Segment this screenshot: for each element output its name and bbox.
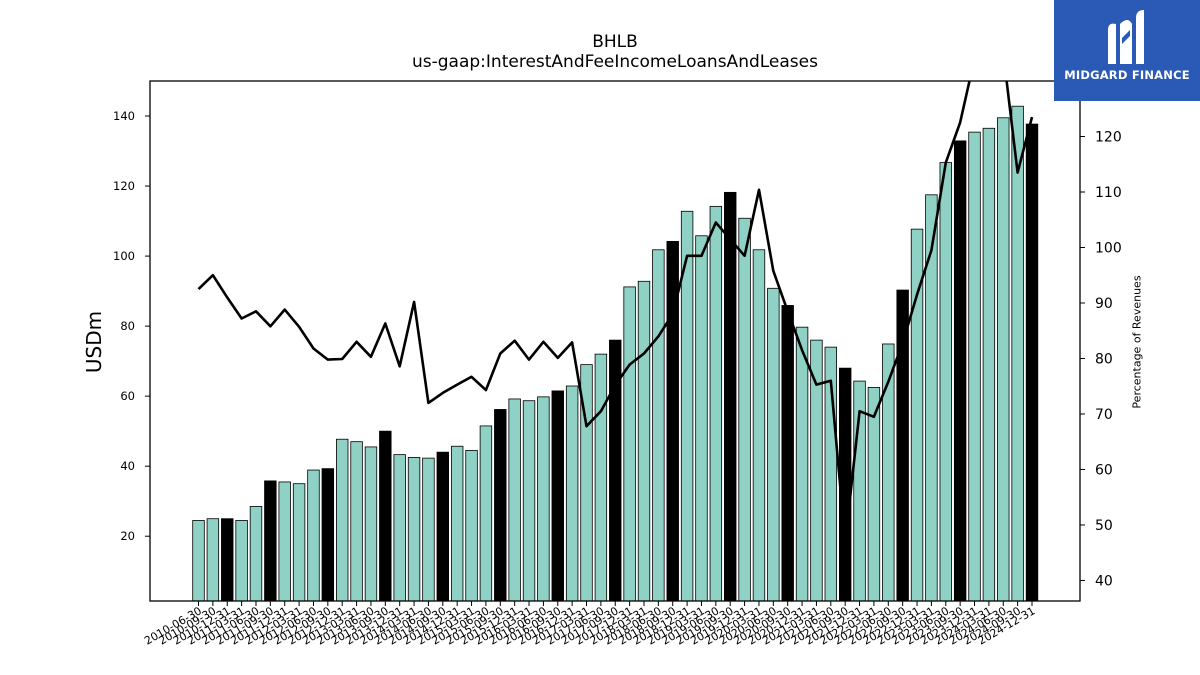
- bar-2012-09-30: [321, 468, 335, 601]
- bar-2013-03-31: [350, 441, 363, 601]
- y-tick-label: 60: [120, 389, 135, 403]
- bar-2016-09-30: [551, 390, 564, 601]
- y-tick-label: 100: [113, 249, 135, 263]
- bar-2012-06-30: [307, 469, 320, 601]
- bar-2013-12-31: [393, 454, 406, 601]
- y2-tick-label: 110: [1095, 185, 1122, 201]
- bar-2016-03-31: [522, 400, 536, 601]
- y-tick-label: 80: [120, 319, 135, 333]
- bar-2014-12-31: [450, 445, 464, 601]
- bar-2013-09-30: [379, 430, 392, 601]
- bar-2021-03-31: [810, 339, 823, 601]
- y-axis-right: 40 50 60 70 80 90 100 110 120: [1080, 129, 1122, 589]
- bar-2024-12-31: [1025, 123, 1039, 601]
- bar-2023-06-30: [939, 162, 952, 601]
- y-tick-label: 140: [113, 109, 135, 123]
- bar-2023-09-30: [953, 140, 967, 601]
- bar-2014-03-31: [407, 457, 421, 601]
- bar-2017-12-31: [623, 286, 636, 601]
- bar-2017-09-30: [609, 339, 622, 601]
- y2-tick-label: 100: [1095, 240, 1122, 256]
- y2-tick-label: 40: [1095, 573, 1113, 589]
- bar-2020-06-30: [767, 287, 780, 601]
- bar-2011-12-31: [278, 481, 291, 601]
- y2-tick-label: 90: [1095, 296, 1113, 312]
- y2-tick-label: 70: [1095, 407, 1113, 423]
- y-axis-left: 20 40 60 80 100 120 140: [113, 109, 150, 543]
- bar-2016-06-30: [537, 396, 550, 601]
- bar-2019-09-30: [724, 191, 737, 601]
- bar-2021-06-30: [824, 346, 838, 601]
- y-tick-label: 20: [120, 529, 135, 543]
- logo-mark-icon: [1108, 10, 1144, 65]
- y-axis-label: USDm: [82, 310, 106, 374]
- bar-2011-06-30: [249, 506, 263, 601]
- bar-2018-03-31: [637, 280, 651, 601]
- bar-2017-06-30: [594, 353, 608, 601]
- bar-2022-06-30: [882, 343, 895, 601]
- bar-2024-03-31: [982, 127, 996, 601]
- x-axis: 2010-06-302010-09-302010-12-312011-03-31…: [142, 601, 1038, 648]
- y2-tick-label: 50: [1095, 518, 1113, 534]
- bar-2024-06-30: [997, 117, 1010, 601]
- y2-tick-label: 80: [1095, 351, 1113, 367]
- bar-2020-09-30: [781, 305, 794, 601]
- bar-2010-09-30: [206, 518, 220, 601]
- y2-tick-label: 60: [1095, 462, 1113, 478]
- bar-2010-12-31: [221, 518, 234, 601]
- bar-2020-03-31: [752, 249, 766, 601]
- chart-title: BHLB: [592, 32, 638, 52]
- brand-logo: MIDGARD FINANCE: [1054, 0, 1200, 101]
- bar-2021-12-31: [853, 380, 866, 601]
- bar-2015-06-30: [479, 425, 493, 601]
- bar-2019-03-31: [695, 235, 708, 601]
- bar-2014-09-30: [436, 451, 450, 601]
- bar-2023-03-31: [925, 194, 938, 601]
- bar-2022-12-31: [910, 228, 924, 601]
- bar-2019-06-30: [709, 205, 723, 601]
- y-tick-label: 120: [113, 179, 135, 193]
- bar-2019-12-31: [738, 217, 751, 601]
- chart-subtitle: us-gaap:InterestAndFeeIncomeLoansAndLeas…: [412, 52, 818, 72]
- bar-2018-09-30: [666, 240, 679, 601]
- bar-2023-12-31: [968, 131, 981, 601]
- bar-2022-03-31: [867, 386, 881, 601]
- bar-2024-09-30: [1011, 105, 1024, 601]
- bar-2015-09-30: [494, 409, 507, 601]
- bar-2012-03-31: [292, 483, 306, 601]
- y-tick-label: 40: [120, 459, 135, 473]
- percentage-line: [197, 81, 1034, 543]
- bar-2011-09-30: [264, 480, 277, 601]
- bar-2011-03-31: [235, 520, 248, 601]
- bar-2022-09-30: [896, 289, 909, 601]
- bar-2012-12-31: [336, 438, 349, 601]
- logo-text: MIDGARD FINANCE: [1064, 68, 1190, 82]
- bar-2016-12-31: [565, 385, 579, 601]
- y2-axis-label: Percentage of Revenues: [1130, 275, 1144, 409]
- bar-2013-06-30: [364, 446, 378, 601]
- bar-2020-12-31: [795, 326, 809, 601]
- bar-2018-06-30: [652, 249, 665, 601]
- bar-2010-06-30: [192, 520, 205, 601]
- bar-2015-03-31: [465, 450, 478, 601]
- bar-2015-12-31: [508, 398, 521, 601]
- bar-2014-06-30: [422, 457, 435, 601]
- y2-tick-label: 120: [1095, 129, 1122, 145]
